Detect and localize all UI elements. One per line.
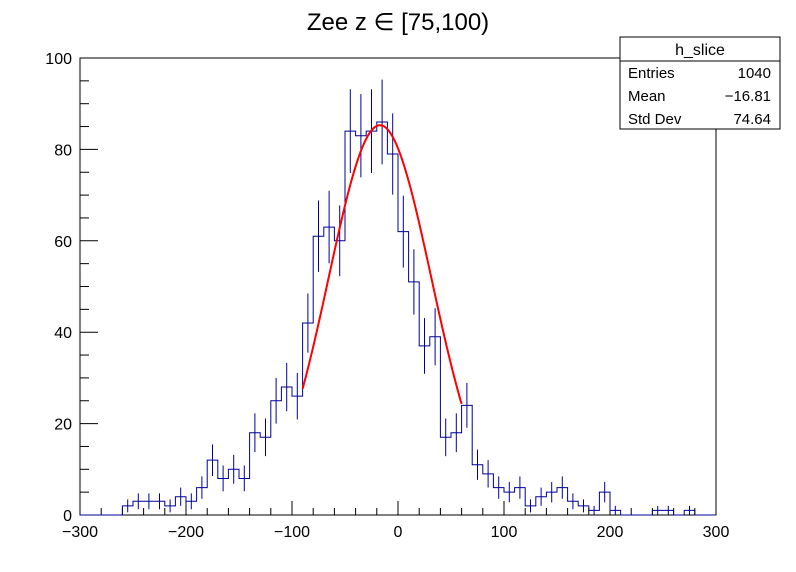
x-tick-label: −300 <box>62 524 98 541</box>
x-tick-label: −100 <box>274 524 310 541</box>
gaussian-fit-line <box>301 124 463 405</box>
stats-box: h_slice Entries 1040 Mean −16.81 Std Dev… <box>619 36 781 130</box>
stats-entries-label: Entries <box>628 65 675 82</box>
histogram-series-h-slice <box>80 121 716 516</box>
x-tick-label: 100 <box>491 524 518 541</box>
y-tick-label: 0 <box>63 508 72 525</box>
x-tick-label: −200 <box>168 524 204 541</box>
stats-box-title: h_slice <box>675 42 725 59</box>
stats-stddev-value: 74.64 <box>733 111 771 128</box>
plot-area: 0 20 40 60 80 100 −300 −200 −100 0 100 200 300 <box>45 51 729 541</box>
stats-entries-value: 1040 <box>738 65 771 82</box>
stats-mean-value: −16.81 <box>725 88 771 105</box>
y-tick-label: 60 <box>54 234 72 251</box>
x-axis: −300 −200 −100 0 100 200 300 <box>62 501 729 541</box>
y-tick-label: 40 <box>54 325 72 342</box>
stats-mean-label: Mean <box>628 88 666 105</box>
x-tick-label: 200 <box>597 524 624 541</box>
x-tick-label: 300 <box>703 524 730 541</box>
stats-stddev-label: Std Dev <box>628 111 682 128</box>
y-tick-label: 100 <box>45 51 72 68</box>
y-tick-label: 20 <box>54 417 72 434</box>
stats-box-frame <box>619 36 781 130</box>
x-tick-label: 0 <box>394 524 403 541</box>
chart-title: Zee z ∈ [75,100) <box>307 9 489 36</box>
y-tick-label: 80 <box>54 142 72 159</box>
